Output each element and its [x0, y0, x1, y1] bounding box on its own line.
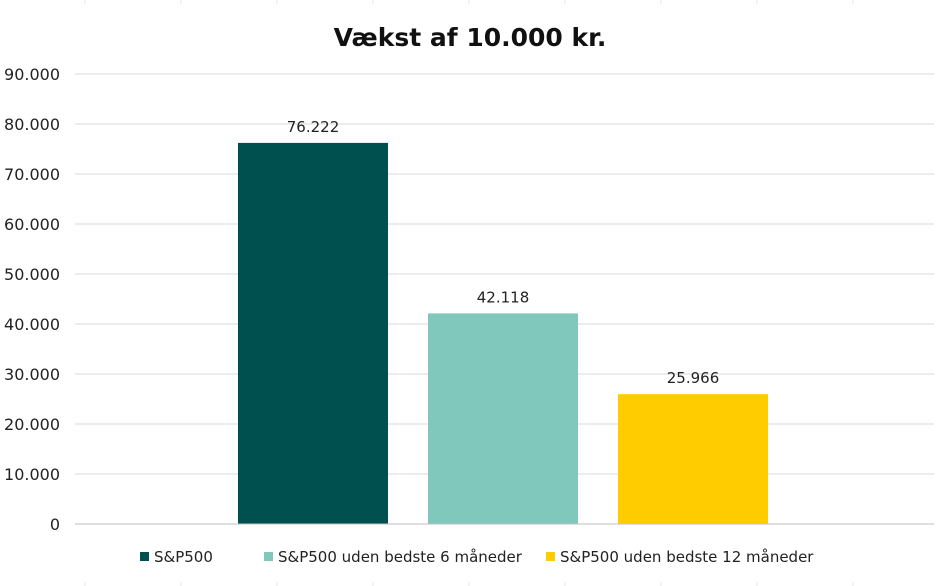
y-tick-label: 70.000	[4, 165, 60, 184]
bar	[428, 313, 578, 524]
y-tick-label: 80.000	[4, 115, 60, 134]
y-tick-label: 40.000	[4, 315, 60, 334]
legend-label: S&P500	[154, 548, 213, 566]
legend-label: S&P500 uden bedste 6 måneder	[278, 548, 523, 566]
legend-swatch	[264, 552, 273, 561]
bar	[238, 142, 388, 524]
legend: S&P500 S&P500 uden bedste 6 måneder S&P500…	[140, 548, 814, 566]
y-tick-label: 0	[50, 515, 60, 534]
bar	[618, 394, 768, 524]
data-label: 42.118	[477, 288, 530, 306]
chart-title: Vækst af 10.000 kr.	[334, 23, 607, 52]
y-tick-label: 20.000	[4, 415, 60, 434]
y-axis-ticks: 0 10.000 20.000 30.000 40.000 50.000 60.000 70.…	[4, 65, 60, 534]
bottom-edge-ticks	[84, 582, 854, 586]
legend-swatch	[546, 552, 555, 561]
y-tick-label: 90.000	[4, 65, 60, 84]
legend-label: S&P500 uden bedste 12 måneder	[560, 548, 814, 566]
legend-swatch	[140, 552, 149, 561]
bars	[238, 142, 768, 524]
y-tick-label: 60.000	[4, 215, 60, 234]
top-edge-ticks	[84, 0, 854, 4]
data-labels: 76.222 42.118 25.966	[287, 118, 720, 387]
y-tick-label: 10.000	[4, 465, 60, 484]
data-label: 25.966	[667, 369, 720, 387]
data-label: 76.222	[287, 118, 340, 136]
y-tick-label: 50.000	[4, 265, 60, 284]
y-tick-label: 30.000	[4, 365, 60, 384]
